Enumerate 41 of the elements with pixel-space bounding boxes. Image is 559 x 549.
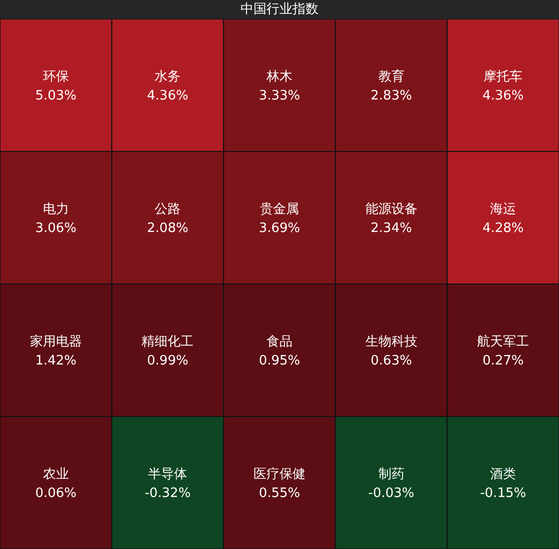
data-label: 2.08%	[147, 220, 188, 236]
annotation: 水务	[154, 69, 181, 84]
annotation: 公路	[154, 202, 181, 217]
data-label: 2.34%	[370, 220, 412, 236]
annotation: 家用电器	[30, 333, 82, 350]
annotation: 食品	[266, 334, 292, 350]
data-label: 3.06%	[35, 220, 77, 236]
data-label: 4.28%	[482, 220, 524, 236]
annotation: 能源设备	[365, 202, 418, 217]
data-label: 1.42%	[35, 353, 77, 368]
annotation: 农业	[42, 466, 69, 482]
annotation: 制药	[378, 466, 404, 482]
data-label: -0.15%	[480, 486, 526, 501]
annotation: 教育	[378, 68, 404, 84]
annotation: 贵金属	[260, 202, 299, 217]
data-label: -0.32%	[144, 486, 191, 501]
annotation: 酒类	[490, 466, 516, 482]
annotation: 医疗保健	[254, 466, 306, 482]
annotation: 精细化工	[142, 334, 194, 350]
data-label: 2.83%	[370, 88, 412, 104]
chart-title: 中国行业指数	[0, 0, 559, 19]
data-label: 0.06%	[35, 486, 77, 501]
data-label: 0.55%	[258, 486, 300, 501]
data-label: 0.63%	[370, 353, 412, 368]
annotation: 摩托车	[484, 69, 523, 84]
annotation: 半导体	[148, 466, 188, 482]
data-label: 4.36%	[482, 88, 524, 104]
annotation: 航天军工	[477, 334, 530, 350]
data-label: 4.36%	[147, 88, 188, 104]
data-label: 0.27%	[482, 353, 524, 368]
data-label: 3.69%	[258, 220, 300, 236]
annotation: 林木	[266, 69, 292, 84]
annotation: 环保	[42, 69, 69, 84]
data-label: 0.95%	[258, 353, 300, 368]
annotation: 生物科技	[365, 334, 418, 350]
data-label: 0.99%	[147, 353, 188, 368]
data-label: 5.03%	[35, 88, 77, 104]
data-label: -0.03%	[368, 486, 414, 501]
data-label: 3.33%	[258, 88, 300, 104]
annotation: 海运	[490, 202, 516, 217]
annotation: 电力	[42, 202, 69, 217]
